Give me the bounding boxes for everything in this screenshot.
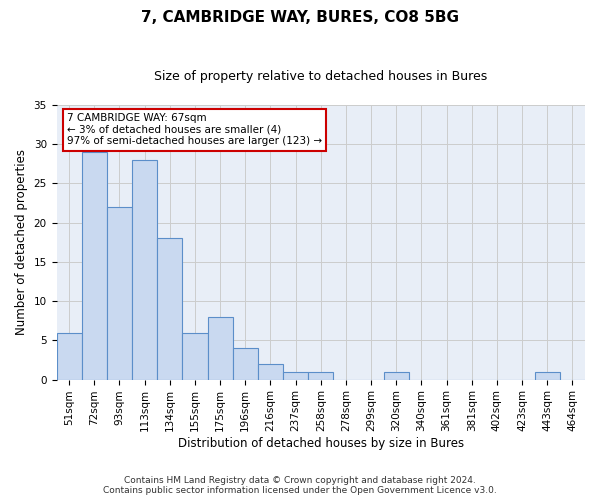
Y-axis label: Number of detached properties: Number of detached properties [15,150,28,336]
Bar [107,207,132,380]
Text: 7, CAMBRIDGE WAY, BURES, CO8 5BG: 7, CAMBRIDGE WAY, BURES, CO8 5BG [141,10,459,25]
Bar [132,160,157,380]
Bar [283,372,308,380]
Title: Size of property relative to detached houses in Bures: Size of property relative to detached ho… [154,70,487,83]
Bar [56,332,82,380]
X-axis label: Distribution of detached houses by size in Bures: Distribution of detached houses by size … [178,437,464,450]
Bar [157,238,182,380]
Bar [208,317,233,380]
Bar [308,372,334,380]
Bar [258,364,283,380]
Text: Contains HM Land Registry data © Crown copyright and database right 2024.
Contai: Contains HM Land Registry data © Crown c… [103,476,497,495]
Bar [383,372,409,380]
Bar [233,348,258,380]
Bar [535,372,560,380]
Text: 7 CAMBRIDGE WAY: 67sqm
← 3% of detached houses are smaller (4)
97% of semi-detac: 7 CAMBRIDGE WAY: 67sqm ← 3% of detached … [67,113,322,146]
Bar [82,152,107,380]
Bar [182,332,208,380]
